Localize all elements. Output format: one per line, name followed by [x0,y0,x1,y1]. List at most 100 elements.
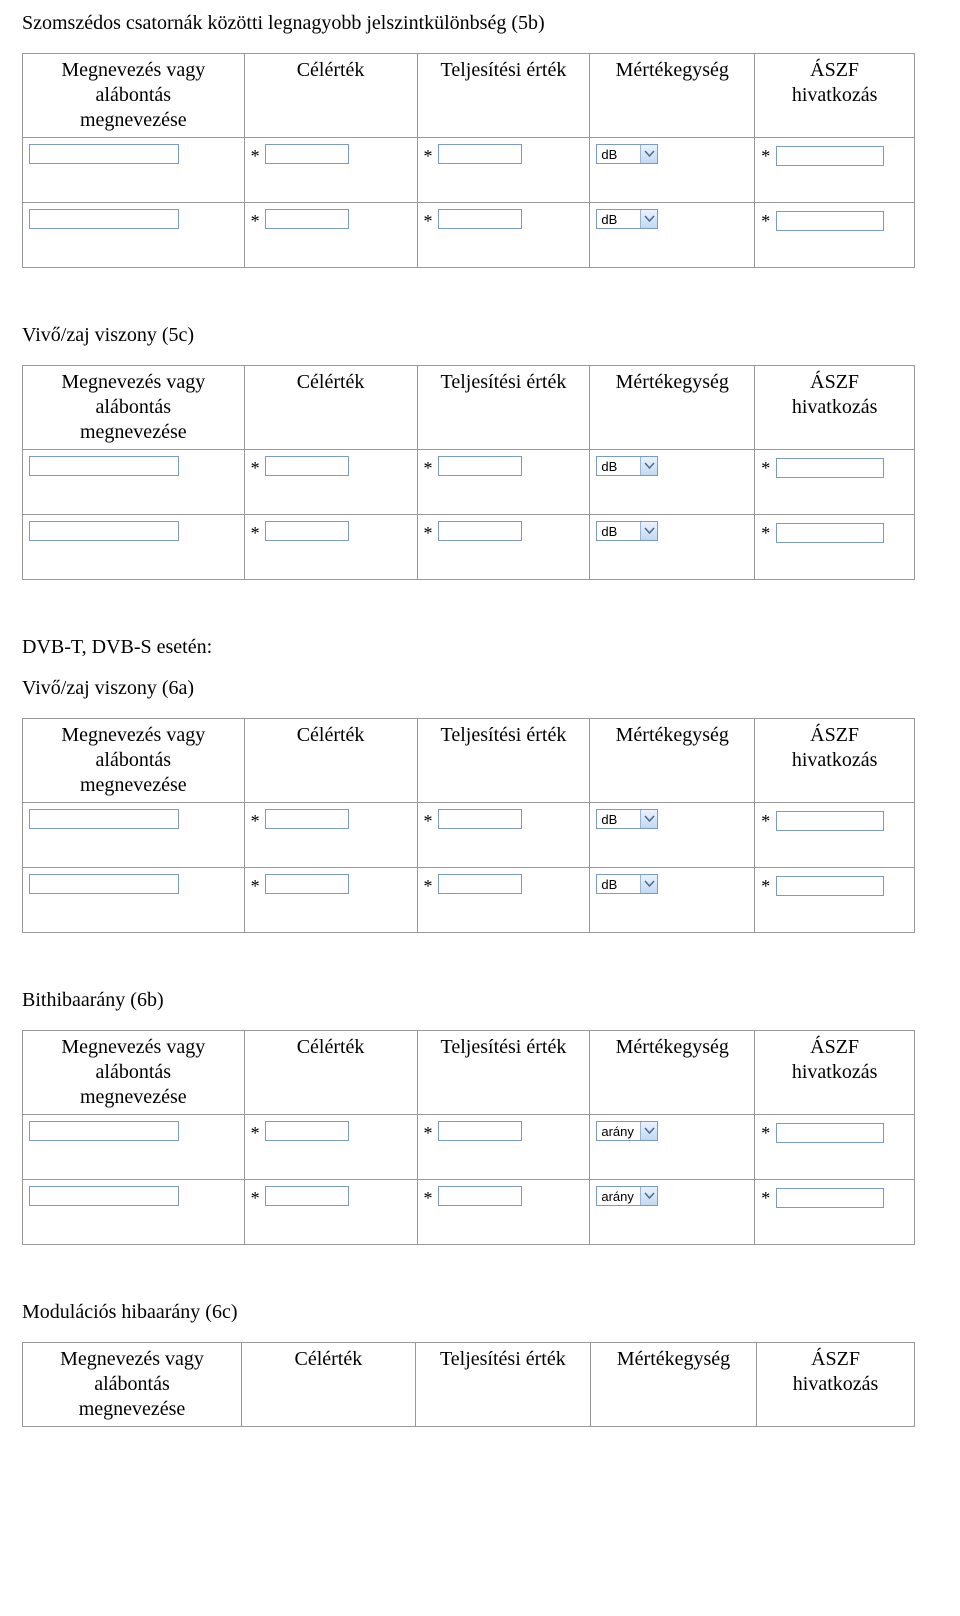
col-name: Megnevezés vagy alábontásmegnevezése [23,1031,245,1115]
chevron-down-icon [640,1122,657,1140]
unit-select[interactable]: dB [596,456,658,476]
required-mark: * [761,876,770,896]
table-6a: Megnevezés vagy alábontásmegnevezése Cél… [22,718,915,933]
required-mark: * [251,811,260,831]
target-input[interactable] [265,209,349,229]
required-mark: * [761,458,770,478]
required-mark: * [251,211,260,231]
col-ref: ÁSZFhivatkozás [755,54,915,138]
table-row: * * dB * [23,450,915,515]
name-input[interactable] [29,809,179,829]
required-mark: * [251,1123,260,1143]
required-mark: * [251,876,260,896]
unit-select[interactable]: arány [596,1186,658,1206]
required-mark: * [251,1188,260,1208]
col-name: Megnevezés vagy alábontásmegnevezése [23,719,245,803]
table-6c: Megnevezés vagy alábontásmegnevezése Cél… [22,1342,915,1427]
unit-select[interactable]: dB [596,209,658,229]
ref-input[interactable] [776,523,884,543]
name-input[interactable] [29,1121,179,1141]
col-unit: Mértékegység [590,1031,755,1115]
name-input[interactable] [29,521,179,541]
chevron-down-icon [640,145,657,163]
section-title-6b: Bithibaarány (6b) [22,989,938,1012]
required-mark: * [424,1188,433,1208]
col-name: Megnevezés vagy alábontásmegnevezése [23,1343,242,1427]
table-row: * * dB * [23,803,915,868]
required-mark: * [761,523,770,543]
unit-value: dB [601,877,617,892]
name-input[interactable] [29,456,179,476]
target-input[interactable] [265,521,349,541]
perf-input[interactable] [438,456,522,476]
unit-select[interactable]: dB [596,521,658,541]
target-input[interactable] [265,1186,349,1206]
table-header-row: Megnevezés vagy alábontásmegnevezése Cél… [23,366,915,450]
perf-input[interactable] [438,209,522,229]
required-mark: * [424,458,433,478]
section-title-5b: Szomszédos csatornák közötti legnagyobb … [22,12,938,35]
required-mark: * [424,523,433,543]
target-input[interactable] [265,874,349,894]
target-input[interactable] [265,144,349,164]
table-header-row: Megnevezés vagy alábontásmegnevezése Cél… [23,1031,915,1115]
target-input[interactable] [265,456,349,476]
ref-input[interactable] [776,876,884,896]
col-ref: ÁSZFhivatkozás [757,1343,915,1427]
name-input[interactable] [29,144,179,164]
col-target: Célérték [244,1031,417,1115]
perf-input[interactable] [438,874,522,894]
col-name: Megnevezés vagy alábontásmegnevezése [23,366,245,450]
perf-input[interactable] [438,1121,522,1141]
col-perf: Teljesítési érték [417,1031,590,1115]
chevron-down-icon [640,457,657,475]
name-input[interactable] [29,1186,179,1206]
name-input[interactable] [29,209,179,229]
perf-input[interactable] [438,1186,522,1206]
section-title-5c: Vivő/zaj viszony (5c) [22,324,938,347]
required-mark: * [251,146,260,166]
table-5b: Megnevezés vagy alábontásmegnevezése Cél… [22,53,915,268]
target-input[interactable] [265,809,349,829]
unit-select[interactable]: arány [596,1121,658,1141]
unit-select[interactable]: dB [596,144,658,164]
table-row: * * dB * [23,138,915,203]
ref-input[interactable] [776,811,884,831]
col-target: Célérték [244,54,417,138]
col-perf: Teljesítési érték [415,1343,590,1427]
table-header-row: Megnevezés vagy alábontásmegnevezése Cél… [23,54,915,138]
ref-input[interactable] [776,211,884,231]
col-target: Célérték [244,719,417,803]
required-mark: * [424,1123,433,1143]
col-unit: Mértékegység [590,366,755,450]
unit-value: dB [601,524,617,539]
col-perf: Teljesítési érték [417,366,590,450]
perf-input[interactable] [438,809,522,829]
table-row: * * dB * [23,868,915,933]
perf-input[interactable] [438,144,522,164]
chevron-down-icon [640,1187,657,1205]
unit-select[interactable]: dB [596,809,658,829]
col-ref: ÁSZFhivatkozás [755,719,915,803]
ref-input[interactable] [776,1188,884,1208]
section-title-6c: Modulációs hibaarány (6c) [22,1301,938,1324]
required-mark: * [424,211,433,231]
col-name: Megnevezés vagy alábontásmegnevezése [23,54,245,138]
perf-input[interactable] [438,521,522,541]
required-mark: * [251,458,260,478]
section-title-dvb: DVB-T, DVB-S esetén: [22,636,938,659]
target-input[interactable] [265,1121,349,1141]
unit-select[interactable]: dB [596,874,658,894]
col-ref: ÁSZFhivatkozás [755,366,915,450]
table-row: * * arány * [23,1180,915,1245]
table-row: * * dB * [23,515,915,580]
required-mark: * [424,811,433,831]
col-perf: Teljesítési érték [417,54,590,138]
col-unit: Mértékegység [590,54,755,138]
col-target: Célérték [242,1343,416,1427]
ref-input[interactable] [776,1123,884,1143]
name-input[interactable] [29,874,179,894]
chevron-down-icon [640,875,657,893]
ref-input[interactable] [776,458,884,478]
ref-input[interactable] [776,146,884,166]
